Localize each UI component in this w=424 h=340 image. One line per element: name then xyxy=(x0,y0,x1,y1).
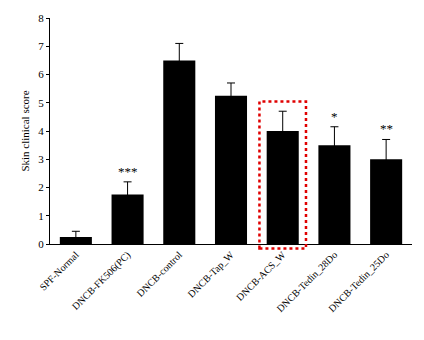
svg-text:DNCB-ACS_W: DNCB-ACS_W xyxy=(234,249,288,303)
svg-text:DNCB-Tedin_28Do: DNCB-Tedin_28Do xyxy=(274,249,339,314)
svg-text:2: 2 xyxy=(38,181,44,193)
svg-text:DNCB-Tedin_25Do: DNCB-Tedin_25Do xyxy=(326,249,391,314)
svg-text:5: 5 xyxy=(38,97,44,109)
svg-text:0: 0 xyxy=(38,238,44,250)
svg-text:1: 1 xyxy=(38,210,44,222)
svg-text:DNCB-Tap_W: DNCB-Tap_W xyxy=(185,249,236,300)
svg-text:DNCB-FK506(PC): DNCB-FK506(PC) xyxy=(70,249,133,312)
svg-text:7: 7 xyxy=(38,40,44,52)
svg-text:**: ** xyxy=(380,121,393,136)
svg-text:DNCB-control: DNCB-control xyxy=(134,249,184,299)
svg-text:6: 6 xyxy=(38,68,44,80)
svg-text:***: *** xyxy=(118,164,138,179)
svg-text:3: 3 xyxy=(38,153,44,165)
svg-text:*: * xyxy=(331,109,338,124)
svg-text:8: 8 xyxy=(38,12,44,24)
svg-text:4: 4 xyxy=(38,125,44,137)
svg-text:SPF-Normal: SPF-Normal xyxy=(37,249,81,293)
svg-text:Skin clinical score: Skin clinical score xyxy=(19,90,31,171)
